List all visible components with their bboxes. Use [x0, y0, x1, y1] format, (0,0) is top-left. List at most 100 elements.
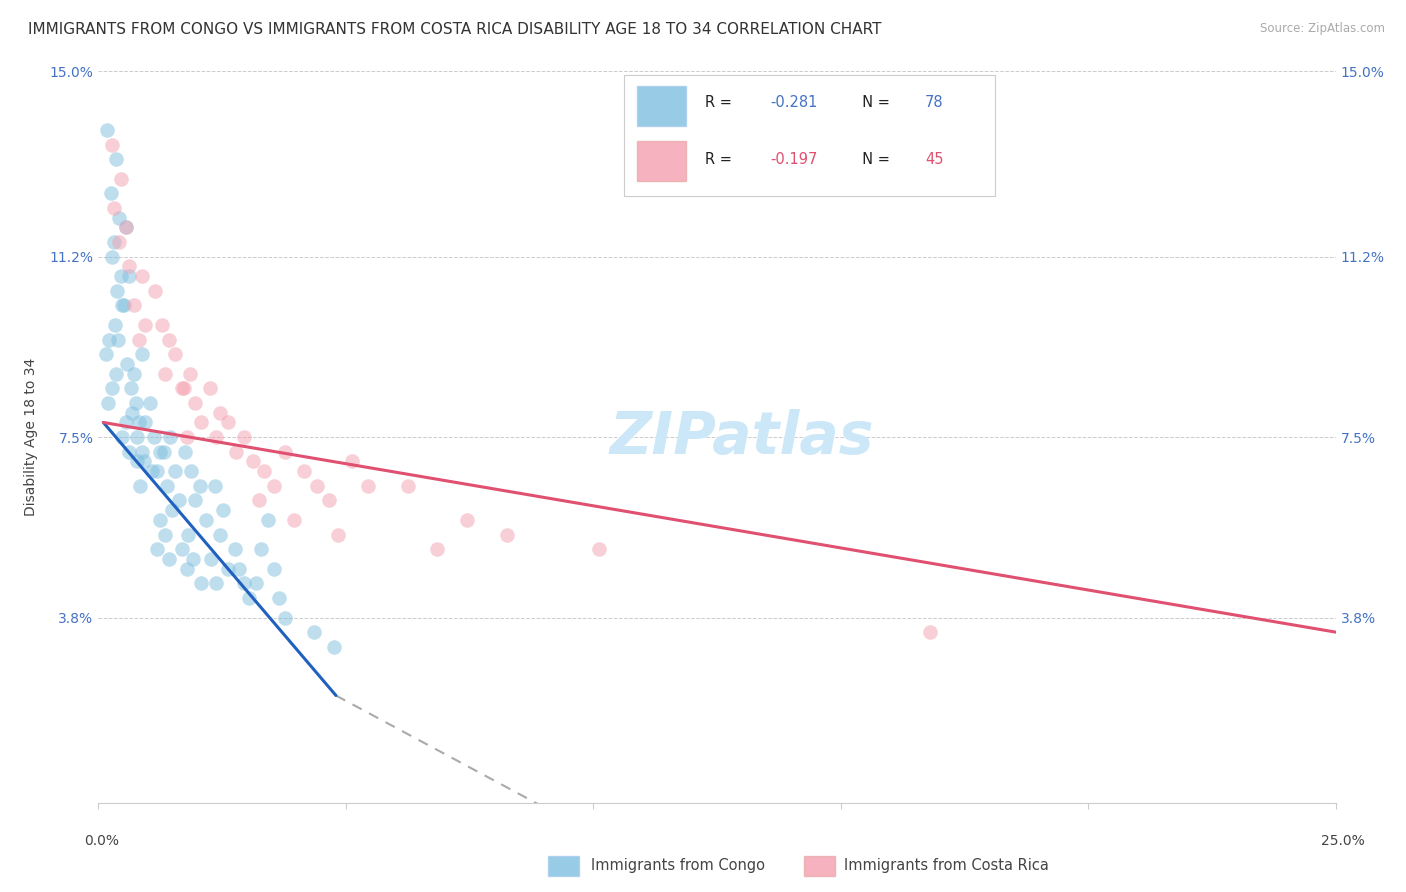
- Point: [588, 542, 610, 557]
- Point: [357, 479, 380, 493]
- Point: [122, 298, 145, 312]
- Point: [188, 479, 211, 493]
- Point: [205, 576, 228, 591]
- Point: [165, 464, 187, 478]
- Text: IMMIGRANTS FROM CONGO VS IMMIGRANTS FROM COSTA RICA DISABILITY AGE 18 TO 34 CORR: IMMIGRANTS FROM CONGO VS IMMIGRANTS FROM…: [28, 22, 882, 37]
- Point: [104, 152, 127, 166]
- Point: [108, 235, 131, 249]
- Point: [274, 610, 297, 624]
- Text: Source: ZipAtlas.com: Source: ZipAtlas.com: [1260, 22, 1385, 36]
- Point: [104, 367, 127, 381]
- Point: [179, 367, 201, 381]
- Point: [159, 430, 181, 444]
- FancyBboxPatch shape: [637, 141, 686, 181]
- FancyBboxPatch shape: [637, 86, 686, 126]
- Point: [139, 396, 162, 410]
- Point: [292, 464, 315, 478]
- Text: 0.0%: 0.0%: [84, 834, 118, 848]
- Point: [340, 454, 363, 468]
- Point: [249, 542, 271, 557]
- Point: [233, 576, 256, 591]
- Point: [283, 513, 305, 527]
- Point: [131, 269, 153, 284]
- Point: [107, 333, 129, 347]
- Text: -0.197: -0.197: [770, 152, 818, 167]
- Point: [156, 479, 179, 493]
- Point: [274, 444, 297, 458]
- Point: [110, 269, 132, 284]
- Point: [150, 318, 173, 332]
- Text: R =: R =: [704, 152, 737, 167]
- Point: [322, 640, 344, 654]
- Y-axis label: Disability Age 18 to 34: Disability Age 18 to 34: [24, 358, 38, 516]
- Point: [114, 220, 136, 235]
- Point: [118, 260, 141, 274]
- Point: [328, 527, 350, 541]
- Point: [173, 381, 195, 395]
- Point: [245, 576, 267, 591]
- Point: [253, 464, 276, 478]
- Point: [200, 552, 222, 566]
- Point: [98, 333, 121, 347]
- Point: [170, 381, 193, 395]
- Point: [184, 396, 207, 410]
- Point: [918, 625, 941, 640]
- Point: [208, 527, 231, 541]
- Point: [141, 464, 163, 478]
- Point: [174, 444, 197, 458]
- Point: [176, 430, 198, 444]
- Point: [131, 444, 153, 458]
- Point: [176, 562, 198, 576]
- Point: [149, 513, 172, 527]
- Point: [238, 591, 260, 605]
- Point: [170, 542, 193, 557]
- FancyBboxPatch shape: [624, 75, 995, 195]
- Point: [212, 503, 235, 517]
- Point: [97, 396, 120, 410]
- Point: [160, 503, 183, 517]
- Point: [115, 357, 138, 371]
- Point: [263, 562, 285, 576]
- Point: [195, 513, 218, 527]
- Point: [267, 591, 290, 605]
- Point: [124, 396, 146, 410]
- Point: [132, 454, 155, 468]
- Point: [157, 552, 180, 566]
- Text: -0.281: -0.281: [770, 95, 818, 111]
- Point: [152, 444, 174, 458]
- Point: [256, 513, 278, 527]
- Point: [103, 201, 125, 215]
- Text: 45: 45: [925, 152, 943, 167]
- Point: [103, 235, 125, 249]
- Point: [247, 493, 270, 508]
- Point: [96, 123, 118, 137]
- Text: N =: N =: [853, 152, 894, 167]
- Point: [302, 625, 325, 640]
- Point: [228, 562, 250, 576]
- Text: 25.0%: 25.0%: [1320, 834, 1365, 848]
- Point: [122, 367, 145, 381]
- Point: [142, 430, 165, 444]
- Point: [112, 298, 135, 312]
- Point: [121, 406, 143, 420]
- Point: [165, 347, 187, 361]
- Point: [233, 430, 256, 444]
- Point: [177, 527, 200, 541]
- Point: [217, 416, 239, 430]
- Point: [131, 347, 153, 361]
- Point: [184, 493, 207, 508]
- Point: [134, 416, 156, 430]
- Text: R =: R =: [704, 95, 737, 111]
- Point: [149, 444, 172, 458]
- Point: [101, 250, 124, 264]
- Point: [242, 454, 264, 468]
- Point: [129, 479, 152, 493]
- Point: [128, 333, 150, 347]
- Point: [114, 220, 136, 235]
- Point: [108, 211, 131, 225]
- Point: [495, 527, 517, 541]
- Point: [125, 430, 148, 444]
- Point: [134, 318, 156, 332]
- Point: [146, 542, 169, 557]
- Point: [208, 406, 231, 420]
